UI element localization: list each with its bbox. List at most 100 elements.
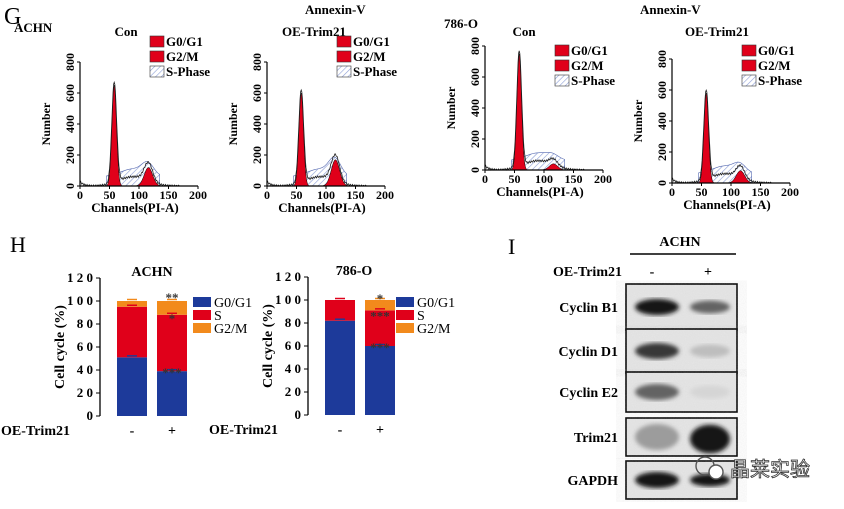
legend-swatch (741, 59, 757, 72)
x-tick-label: 100 (130, 188, 148, 202)
x-tick-label: 100 (317, 188, 335, 202)
y-tick-label: 8 0 (285, 315, 301, 330)
legend-swatch (741, 74, 757, 87)
g2m-peak (322, 159, 350, 187)
histogram-0: ACHN Con 0 50 100 150 200 0 200 400 600 800 Number Ch… (14, 20, 210, 215)
band-minus (635, 299, 679, 315)
y-tick-label: 600 (468, 68, 482, 86)
y-tick-label: 200 (250, 146, 264, 164)
bar-chart-title: ACHN (131, 265, 172, 280)
y-tick-label: 2 0 (285, 384, 301, 399)
y-axis-label: Number (39, 102, 53, 145)
blot-protein-label: Cyclin D1 (559, 345, 619, 360)
legend-label: G2/M (571, 58, 604, 73)
x-axis-label: Channels(PI-A) (91, 200, 178, 215)
y-tick-label: 8 0 (77, 316, 93, 331)
legend-label: G2/M (214, 322, 248, 337)
x-axis-label: OE-Trim21 (1, 424, 70, 439)
bar-segment-g0g1 (117, 357, 147, 416)
wechat-icon-bubble (708, 464, 724, 480)
legend-label: G2/M (166, 49, 199, 64)
histogram-condition: Con (512, 24, 536, 39)
significance-g2m: * (377, 291, 384, 306)
y-tick-label: 6 0 (285, 338, 301, 353)
x-tick-label: 200 (189, 188, 207, 202)
y-tick-label: 2 0 (77, 385, 93, 400)
panel-h-letter: H (10, 232, 26, 257)
x-tick-label: 50 (104, 188, 116, 202)
legend-label: G0/G1 (571, 43, 608, 58)
legend-swatch (396, 310, 414, 320)
watermark-text: 晶莱实验 (730, 458, 810, 481)
histogram-condition: Con (114, 24, 138, 39)
bar-segment-g2m (157, 301, 187, 315)
blot-trim21: Trim21 (574, 417, 738, 457)
y-tick-label: 200 (468, 130, 482, 148)
band-minus (635, 384, 679, 400)
blot-protein-label: Cyclin E2 (559, 386, 618, 401)
legend-label: S-Phase (571, 73, 615, 88)
y-tick-label: 200 (63, 146, 77, 164)
blot-lane-plus: + (704, 265, 712, 280)
blot-protein-label: GAPDH (567, 474, 618, 489)
band-plus (690, 385, 730, 399)
legend-label: G0/G1 (417, 296, 455, 311)
blot-cyclin-e2: Cyclin E2 (559, 371, 738, 413)
legend-label: G0/G1 (758, 43, 795, 58)
legend-label: G2/M (417, 322, 451, 337)
significance-g2m: ** (166, 290, 179, 305)
band-plus (690, 424, 730, 454)
y-tick-label: 4 0 (285, 361, 301, 376)
legend-swatch (336, 65, 352, 78)
blot-protein-label: Cyclin B1 (559, 301, 618, 316)
y-tick-label: 1 0 0 (67, 293, 93, 308)
legend-label: G0/G1 (166, 34, 203, 49)
x-tick-label: 200 (594, 172, 612, 186)
y-axis-label: Number (631, 99, 645, 142)
legend-swatch (554, 74, 570, 87)
legend-swatch (396, 297, 414, 307)
legend-swatch (149, 50, 165, 63)
bar-chart-title: 786-O (336, 264, 373, 279)
x-tick-label: 50 (291, 188, 303, 202)
y-tick-label: 400 (468, 99, 482, 117)
band-minus (635, 343, 679, 359)
y-tick-label: 6 0 (77, 339, 93, 354)
bar-segment-g0g1 (365, 346, 395, 415)
legend-label: S-Phase (166, 64, 210, 79)
legend-swatch (193, 323, 211, 333)
x-tick-label: 100 (535, 172, 553, 186)
western-blots: Cyclin B1 Cyclin D1 Cyclin E2 Trim21 GAPDH (559, 283, 738, 500)
x-tick-label: 50 (696, 185, 708, 199)
x-tick-label: 0 (669, 185, 675, 199)
blot-cyclin-b1: Cyclin B1 (559, 283, 738, 331)
x-tick-label: 0 (482, 172, 488, 186)
legend-label: G0/G1 (353, 34, 390, 49)
band-minus (635, 472, 679, 488)
x-tick-label: 150 (752, 185, 770, 199)
histogram-condition: OE-Trim21 (685, 24, 749, 39)
y-tick-label: 200 (655, 143, 669, 161)
legend-swatch (336, 50, 352, 63)
x-axis-label: Channels(PI-A) (278, 200, 365, 215)
legend-swatch (336, 35, 352, 48)
blot-protein-label: Trim21 (574, 431, 618, 446)
x-tick-label: 0 (264, 188, 270, 202)
blot-lane-minus: - (650, 265, 655, 280)
y-tick-label: 0 (63, 183, 77, 189)
legend-label: S-Phase (758, 73, 802, 88)
legend-swatch (741, 44, 757, 57)
y-tick-label: 600 (250, 84, 264, 102)
annexin-label-achn: Annexin-V (305, 2, 366, 17)
x-tick-label: - (130, 424, 135, 439)
band-plus (690, 300, 730, 314)
x-tick-label: 150 (347, 188, 365, 202)
legend-swatch (149, 35, 165, 48)
y-tick-label: 0 (468, 167, 482, 173)
histogram-1: OE-Trim21 0 50 100 150 200 0 200 400 600 800 Number… (226, 24, 397, 215)
y-tick-label: 800 (250, 53, 264, 71)
panel-i-letter: I (508, 234, 515, 259)
x-tick-label: 0 (77, 188, 83, 202)
bar-chart-0: ACHN 0 2 0 4 0 6 0 8 0 1 0 0 1 2 0 Cell cycle (%… (1, 265, 252, 439)
